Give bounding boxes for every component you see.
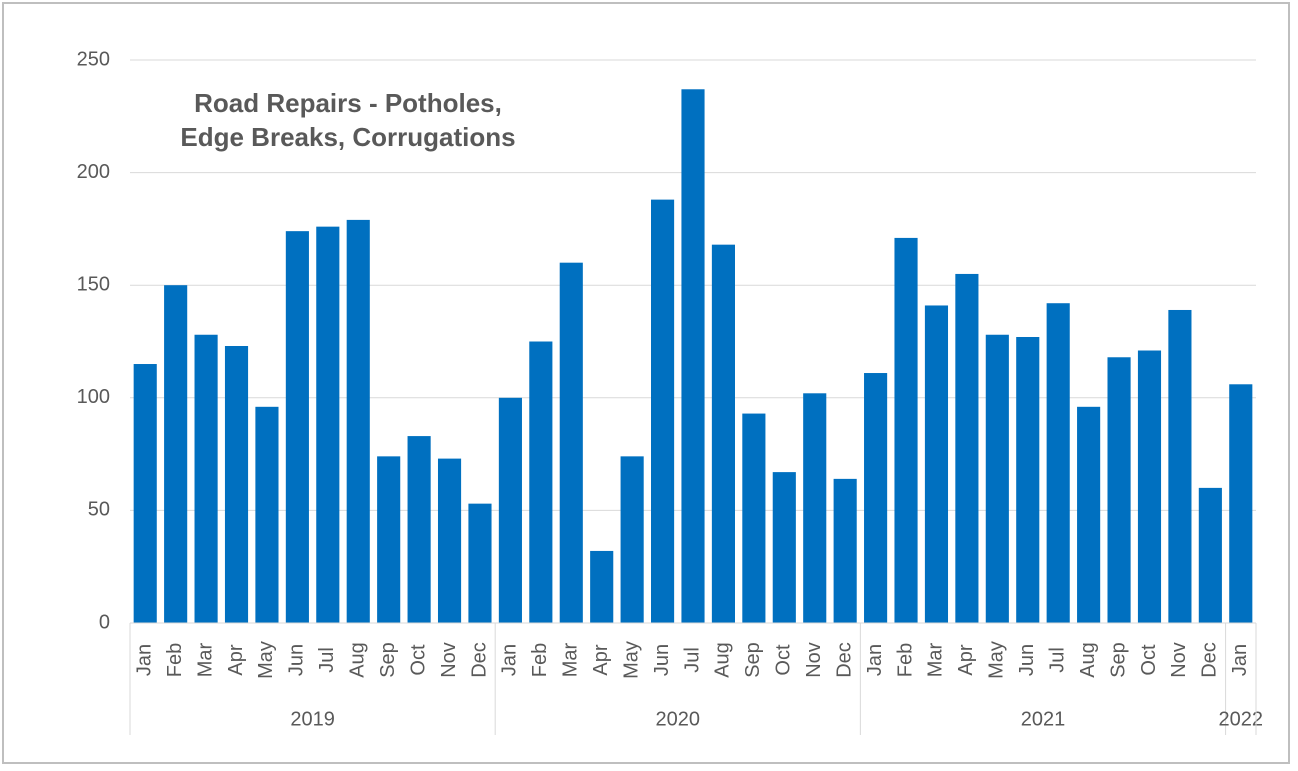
bar	[407, 436, 431, 623]
x-tick-label: Dec	[1199, 642, 1221, 678]
group-label: 2022	[1219, 708, 1264, 730]
x-tick-label: Feb	[894, 643, 916, 677]
x-tick-label: Mar	[560, 642, 582, 677]
bar	[133, 364, 157, 623]
group-label: 2019	[290, 708, 335, 730]
bar	[651, 199, 675, 623]
x-tick-label: Jun	[286, 644, 308, 676]
bar	[224, 346, 249, 623]
bar	[1168, 309, 1192, 623]
chart-title: Road Repairs - Potholes,	[194, 88, 502, 118]
bar	[894, 237, 918, 623]
y-tick-label: 0	[99, 611, 110, 633]
x-tick-label: Apr	[955, 644, 977, 675]
x-tick-label: Dec	[468, 642, 490, 678]
bar	[194, 334, 218, 623]
x-tick-label: Apr	[225, 644, 247, 675]
x-tick-label: Mar	[925, 642, 947, 677]
x-tick-label: Jan	[864, 644, 886, 676]
x-tick-label: Jan	[1229, 644, 1251, 676]
x-tick-label: Sep	[1107, 642, 1129, 678]
bar	[437, 458, 462, 623]
bar	[924, 305, 949, 623]
x-tick-label: Feb	[164, 643, 186, 677]
x-tick-label: Sep	[742, 642, 764, 678]
bar	[590, 550, 614, 623]
x-tick-label: Nov	[438, 642, 460, 678]
bar	[1016, 336, 1040, 623]
group-label: 2020	[656, 708, 701, 730]
x-tick-label: Jan	[133, 644, 155, 676]
x-tick-label: May	[620, 641, 642, 679]
y-tick-label: 150	[77, 273, 110, 295]
x-tick-label: Jul	[681, 647, 703, 673]
group-label: 2021	[1021, 708, 1066, 730]
bar	[164, 285, 188, 623]
bar	[772, 472, 796, 623]
bar	[346, 219, 370, 623]
x-tick-label: May	[986, 641, 1008, 679]
bar	[1107, 357, 1131, 623]
x-tick-label: Jul	[1046, 647, 1068, 673]
x-tick-label: Dec	[833, 642, 855, 678]
x-tick-label: Nov	[1168, 642, 1190, 678]
x-tick-label: Aug	[1077, 642, 1099, 678]
bar	[681, 89, 705, 623]
x-tick-label: Jul	[316, 647, 338, 673]
x-tick-label: Mar	[194, 642, 216, 677]
chart-title: Edge Breaks, Corrugations	[180, 122, 515, 152]
bar	[255, 406, 279, 623]
bar	[529, 341, 553, 623]
bar	[1137, 350, 1162, 623]
bar	[833, 478, 857, 623]
y-tick-label: 250	[77, 48, 110, 70]
bar	[285, 231, 309, 624]
bar	[1229, 384, 1253, 623]
bar	[620, 456, 644, 623]
bar	[711, 244, 735, 623]
bar	[985, 334, 1009, 623]
bar	[559, 262, 583, 623]
x-tick-label: Jan	[499, 644, 521, 676]
bar	[1046, 303, 1070, 623]
x-tick-label: Oct	[1138, 644, 1160, 676]
bar	[955, 273, 979, 623]
bar	[1077, 406, 1101, 623]
x-tick-label: Jun	[1016, 644, 1038, 676]
bar	[468, 503, 492, 623]
x-tick-label: Nov	[803, 642, 825, 678]
y-tick-label: 200	[77, 161, 110, 183]
y-tick-label: 100	[77, 386, 110, 408]
x-tick-label: Jun	[651, 644, 673, 676]
bar	[803, 393, 827, 623]
x-tick-label: Aug	[347, 642, 369, 678]
bar	[1198, 487, 1222, 623]
bar	[498, 397, 522, 623]
bar	[864, 373, 888, 623]
bar	[742, 413, 766, 623]
y-tick-label: 50	[88, 499, 110, 521]
bar	[316, 226, 340, 623]
x-tick-label: Sep	[377, 642, 399, 678]
x-tick-label: Feb	[529, 643, 551, 677]
x-tick-label: Oct	[407, 644, 429, 676]
x-tick-label: Oct	[773, 644, 795, 676]
x-tick-label: May	[255, 641, 277, 679]
x-tick-label: Aug	[712, 642, 734, 678]
bar	[377, 456, 401, 623]
x-tick-label: Apr	[590, 644, 612, 675]
